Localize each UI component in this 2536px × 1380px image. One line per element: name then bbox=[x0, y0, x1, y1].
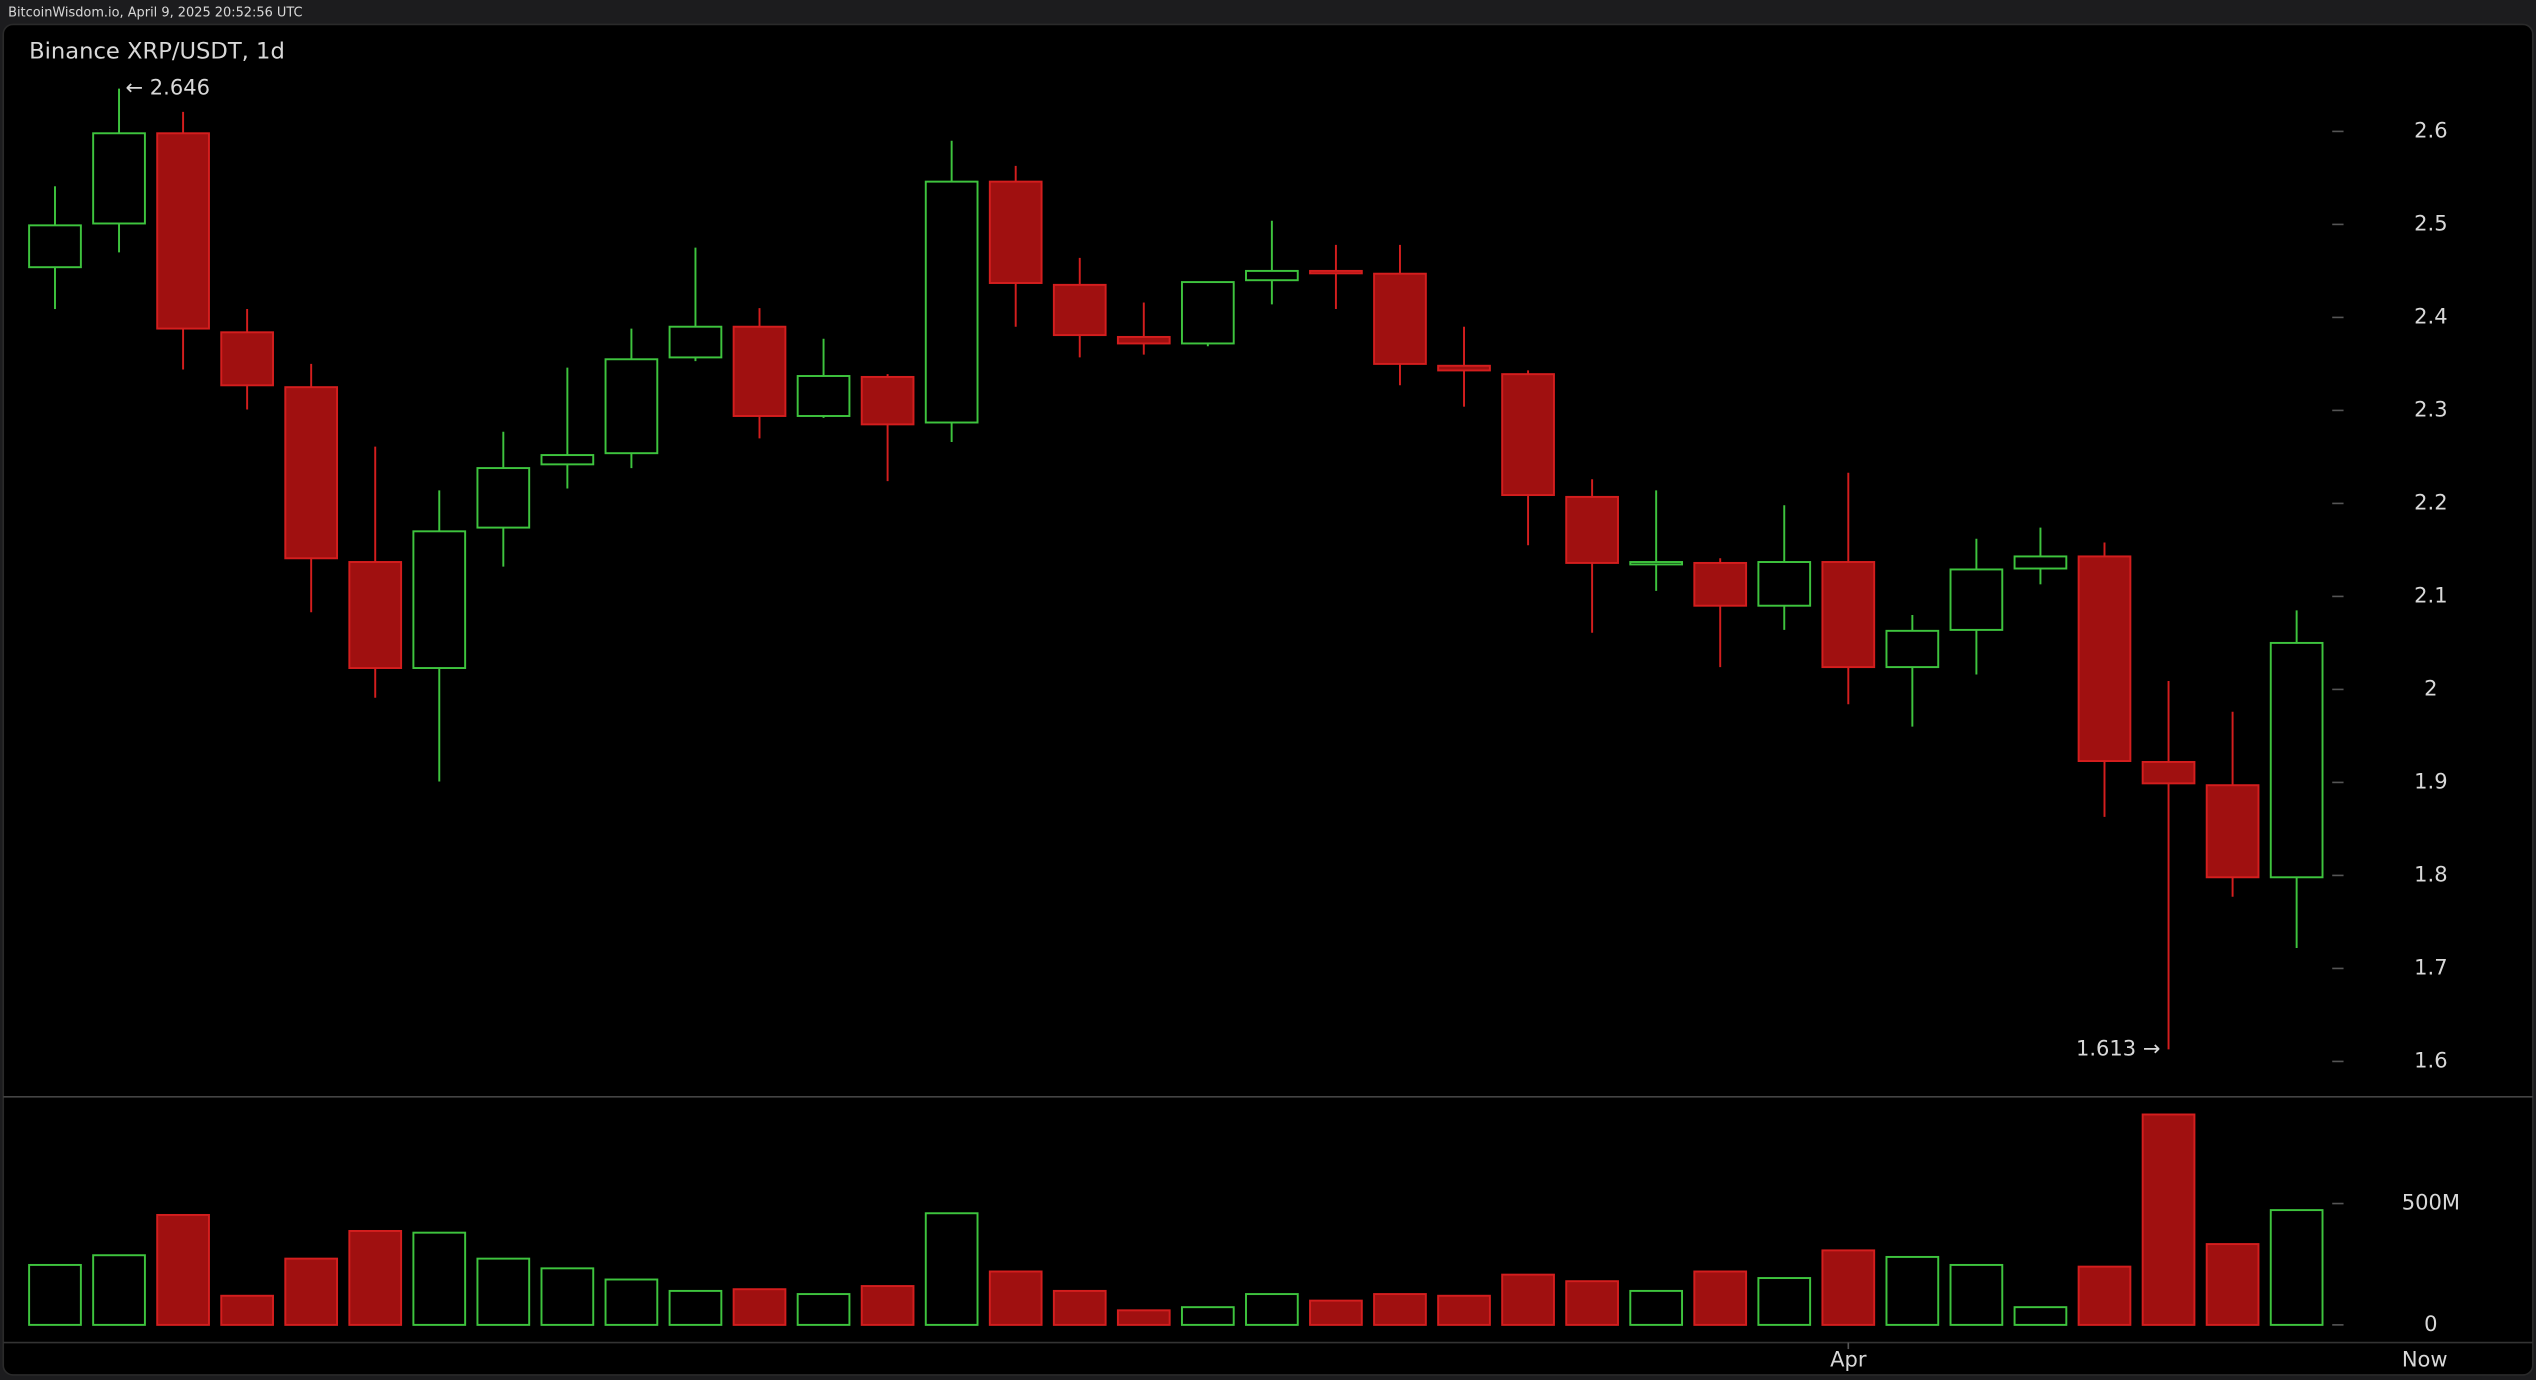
y-tick-label: 2.1 bbox=[2414, 582, 2447, 607]
volume-bar bbox=[2013, 1306, 2068, 1326]
candle-body bbox=[1757, 561, 1812, 607]
volume-bar bbox=[1437, 1294, 1491, 1326]
volume-bar bbox=[1309, 1299, 1363, 1326]
x-end-label: Now bbox=[2402, 1346, 2448, 1371]
volume-bar bbox=[284, 1257, 339, 1326]
timestamp: BitcoinWisdom.io, April 9, 2025 20:52:56… bbox=[8, 6, 302, 21]
volume-bar bbox=[1693, 1270, 1748, 1326]
candle-body bbox=[2269, 641, 2324, 879]
y-tick-label: 2.6 bbox=[2414, 117, 2447, 142]
candle-body bbox=[1693, 561, 1748, 607]
y-tick-label: 2.4 bbox=[2414, 303, 2447, 328]
volume-bar bbox=[1373, 1293, 1427, 1326]
volume-bar bbox=[604, 1278, 659, 1326]
low-annotation: 1.613 → bbox=[2076, 1035, 2160, 1060]
volume-bar bbox=[1245, 1293, 1299, 1326]
candle-body bbox=[1821, 561, 1876, 669]
y-tick-label: 1.8 bbox=[2414, 861, 2447, 886]
y-tick-label: 2 bbox=[2424, 675, 2437, 700]
candle-body bbox=[860, 375, 915, 426]
volume-bar bbox=[476, 1257, 531, 1326]
x-tick-label: Apr bbox=[1830, 1346, 1867, 1371]
candle-body bbox=[924, 180, 979, 424]
volume-bar bbox=[796, 1293, 851, 1326]
volume-bar bbox=[668, 1289, 723, 1326]
volume-bar bbox=[860, 1285, 915, 1326]
volume-bar bbox=[1180, 1306, 1235, 1326]
candle-body bbox=[1245, 269, 1299, 282]
candle-body bbox=[1309, 269, 1363, 275]
candle-body bbox=[1501, 373, 1555, 497]
candle-body bbox=[732, 325, 787, 417]
volume-bar bbox=[28, 1263, 82, 1326]
candle-body bbox=[412, 530, 467, 669]
volume-bar bbox=[1565, 1280, 1619, 1326]
candle-body bbox=[604, 358, 659, 455]
volume-bar bbox=[1949, 1263, 2004, 1326]
candle-body bbox=[1949, 568, 2004, 631]
volume-bar bbox=[1052, 1289, 1107, 1326]
volume-tick-label: 0 bbox=[2424, 1311, 2437, 1336]
volume-bar bbox=[2141, 1113, 2196, 1326]
candle-body bbox=[988, 180, 1043, 284]
y-tick-label: 1.6 bbox=[2414, 1047, 2447, 1072]
candle-body bbox=[2141, 760, 2196, 785]
candle-body bbox=[1373, 272, 1427, 365]
y-tick-label: 2.2 bbox=[2414, 489, 2447, 514]
volume-bar bbox=[2205, 1243, 2260, 1326]
candle-body bbox=[2077, 555, 2132, 762]
high-annotation: ← 2.646 bbox=[126, 75, 210, 100]
candle-body bbox=[1565, 495, 1619, 564]
candle-body bbox=[28, 224, 82, 269]
chart-title: Binance XRP/USDT, 1d bbox=[29, 38, 285, 64]
volume-bar bbox=[732, 1288, 787, 1326]
volume-bar bbox=[1757, 1277, 1812, 1326]
candle-body bbox=[284, 386, 339, 560]
candle-body bbox=[1629, 561, 1684, 566]
volume-bar bbox=[988, 1270, 1043, 1326]
candle-body bbox=[1180, 281, 1235, 345]
y-tick-label: 1.9 bbox=[2414, 768, 2447, 793]
volume-bar bbox=[348, 1229, 403, 1326]
candle-body bbox=[540, 454, 595, 466]
volume-bar bbox=[92, 1254, 146, 1326]
candle-body bbox=[796, 375, 851, 417]
candle-body bbox=[1437, 364, 1491, 372]
volume-bar bbox=[540, 1267, 595, 1326]
volume-bar bbox=[1501, 1273, 1555, 1326]
volume-bar bbox=[1885, 1255, 1940, 1326]
candle-body bbox=[668, 325, 723, 359]
candle-body bbox=[1116, 335, 1171, 345]
candle-body bbox=[476, 467, 531, 529]
candle-body bbox=[156, 132, 210, 330]
volume-bar bbox=[2077, 1265, 2132, 1326]
candle-body bbox=[1885, 629, 1940, 669]
volume-bar bbox=[156, 1213, 210, 1326]
volume-bar bbox=[1629, 1289, 1684, 1326]
volume-bar bbox=[2269, 1209, 2324, 1326]
candle-body bbox=[1052, 283, 1107, 337]
y-tick-label: 1.7 bbox=[2414, 954, 2447, 979]
volume-tick-label: 500M bbox=[2402, 1190, 2460, 1215]
candle-body bbox=[348, 561, 403, 669]
volume-bar bbox=[1116, 1309, 1171, 1326]
volume-bar bbox=[1821, 1249, 1876, 1326]
candle-body bbox=[220, 331, 274, 387]
candle-body bbox=[92, 132, 146, 225]
candle-body bbox=[2013, 555, 2068, 570]
candle-body bbox=[2205, 784, 2260, 879]
y-tick-label: 2.3 bbox=[2414, 396, 2447, 421]
volume-bar bbox=[220, 1294, 274, 1326]
y-tick-label: 2.5 bbox=[2414, 210, 2447, 235]
volume-bar bbox=[924, 1212, 979, 1326]
volume-bar bbox=[412, 1231, 467, 1326]
